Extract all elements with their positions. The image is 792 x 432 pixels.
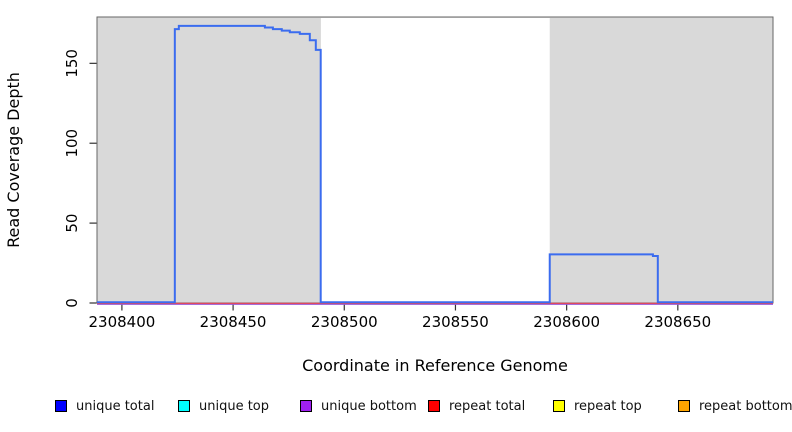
legend-label: repeat bottom [699, 398, 792, 414]
legend-swatch-repeat-total [428, 400, 440, 412]
legend-swatch-unique-total [55, 400, 67, 412]
legend-swatch-repeat-bottom [678, 400, 690, 412]
series-line-unique-total [97, 24, 773, 304]
legend-swatch-unique-bottom [300, 400, 312, 412]
legend-label: unique bottom [321, 398, 417, 414]
x-tick-label: 2308500 [311, 313, 378, 331]
y-tick-label: 100 [63, 129, 81, 158]
legend-item-unique-top: unique top [178, 396, 269, 416]
white-highlight-band [320, 18, 550, 303]
legend-item-repeat-total: repeat total [428, 396, 525, 416]
legend-swatch-unique-top [178, 400, 190, 412]
x-tick-label: 2308550 [422, 313, 489, 331]
legend-item-unique-bottom: unique bottom [300, 396, 417, 416]
legend-label: unique top [199, 398, 270, 414]
legend-item-repeat-top: repeat top [553, 396, 642, 416]
legend-item-unique-total: unique total [55, 396, 154, 416]
legend-swatch-repeat-top [553, 400, 565, 412]
y-tick-label: 150 [63, 49, 81, 78]
x-tick-label: 2308600 [533, 313, 600, 331]
x-tick-label: 2308650 [644, 313, 711, 331]
y-tick-label: 0 [63, 298, 81, 308]
x-tick-label: 2308400 [88, 313, 155, 331]
legend-label: unique total [76, 398, 155, 414]
y-axis-label: Read Coverage Depth [4, 72, 23, 248]
y-tick-label: 50 [63, 214, 81, 233]
legend: unique total unique top unique bottom repea… [0, 396, 792, 420]
coverage-chart: 2308400 2308450 2308500 2308550 2308600 23086… [4, 16, 774, 375]
legend-item-repeat-bottom: repeat bottom [678, 396, 792, 416]
legend-label: repeat total [449, 398, 526, 414]
x-axis-label: Coordinate in Reference Genome [302, 356, 568, 375]
legend-label: repeat top [574, 398, 642, 414]
x-tick-label: 2308450 [200, 313, 267, 331]
